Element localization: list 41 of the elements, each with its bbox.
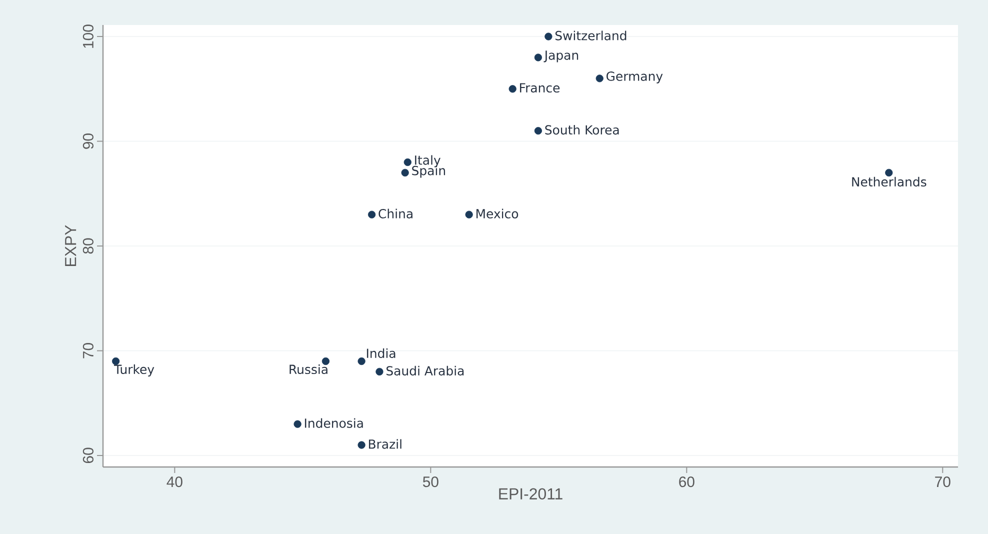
annotation: South Korea	[545, 124, 619, 135]
point	[294, 420, 302, 428]
point	[368, 210, 376, 218]
y-tick-label: 90	[82, 134, 94, 149]
annotation: Saudi Arabia	[386, 366, 464, 376]
y-tick-label: 100	[82, 24, 94, 48]
point	[401, 168, 409, 176]
point	[358, 441, 366, 449]
y-tick-label: 70	[82, 343, 94, 358]
annotation: Mexico	[476, 208, 518, 218]
point	[508, 85, 516, 93]
annotation: Turkey	[114, 364, 154, 376]
point	[534, 54, 542, 62]
annotation: China	[378, 208, 412, 218]
annotation: Russia	[290, 364, 328, 374]
y-axis-title: EXPY	[65, 225, 76, 266]
point	[544, 32, 552, 40]
point	[885, 168, 893, 176]
annotation: Indenosia	[304, 418, 363, 428]
point	[404, 158, 412, 166]
point	[534, 126, 542, 135]
y-tick-label: 80	[82, 238, 94, 254]
x-tick-label: 70	[935, 476, 950, 488]
point	[596, 74, 604, 82]
x-axis-title: EPI-2011	[499, 488, 562, 500]
annotation: France	[520, 83, 560, 93]
point	[376, 368, 384, 376]
annotation: Netherlands	[852, 176, 926, 187]
annotation: Italy	[415, 155, 440, 168]
annotation: Brazil	[368, 439, 402, 449]
annotation: India	[366, 348, 396, 358]
annotation: Germany	[606, 71, 663, 84]
annotation: Japan	[544, 50, 578, 62]
annotation: Spain	[412, 166, 446, 178]
y-tick-label: 60	[82, 448, 94, 464]
point	[358, 357, 366, 366]
annotation: Switzerland	[555, 30, 626, 40]
x-tick-label: 40	[166, 476, 182, 488]
x-tick-label: 50	[422, 476, 438, 488]
x-tick-label: 60	[679, 476, 694, 488]
point	[465, 210, 473, 218]
